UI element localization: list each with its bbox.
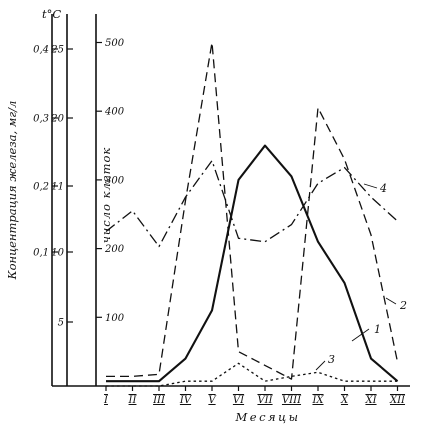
cells-tick-label: 400	[104, 107, 125, 118]
cells-tick-label: 500	[105, 38, 125, 49]
cells-axis-title: число клеток	[99, 147, 113, 244]
cells-tick-label: 200	[104, 244, 125, 255]
x-tick-label: II	[128, 395, 138, 406]
series-line-4	[105, 160, 398, 248]
temp-tick-label: 25	[50, 45, 64, 56]
x-tick-label: VIII	[282, 395, 302, 406]
series-group	[105, 41, 399, 387]
x-tick-label: X	[340, 395, 349, 406]
series-leader-1	[351, 328, 370, 342]
x-tick-label: I	[103, 395, 109, 406]
x-tick-label: VII	[257, 395, 273, 406]
series-line-1	[106, 144, 399, 383]
x-axis-title: Месяцы	[234, 410, 300, 424]
iron-tick-label: 0,2	[33, 182, 49, 193]
x-tick-label: IV	[179, 395, 193, 406]
labels-group: 1 2 3 4	[315, 182, 407, 371]
x-tick-label: XI	[364, 395, 377, 406]
series-leader-2	[385, 297, 397, 305]
series-label-4: 4	[379, 182, 387, 195]
x-tick-label: III	[152, 395, 166, 406]
series-line-2	[106, 41, 399, 380]
cells-tick-label: 100	[105, 313, 125, 324]
series-label-2: 2	[399, 299, 407, 312]
x-tick-label: IX	[311, 395, 324, 406]
temp-tick-label: 11	[51, 182, 64, 193]
x-tick-label: V	[208, 395, 217, 406]
iron-tick-label: 0,4	[33, 45, 49, 56]
series-label-3: 3	[328, 353, 335, 366]
series-leader-3	[315, 360, 326, 371]
temp-tick-label: 20	[50, 114, 64, 125]
iron-tick-label: 0,3	[33, 114, 49, 125]
temp-axis-title: t°C	[42, 7, 61, 21]
temp-tick-label: 5	[58, 318, 64, 329]
temp-tick-label: 10	[51, 248, 64, 259]
series-label-1: 1	[374, 323, 381, 336]
iron-axis-title: Концентрация железа, мг/л	[5, 101, 19, 281]
series-line-3	[106, 362, 398, 387]
axes-group: 0,1 0,2 0,3 0,4 5 10 11 20 25 100 200 300 400 500 t°C К…	[5, 7, 410, 424]
x-tick-label: XII	[389, 395, 406, 406]
iron-tick-label: 0,1	[33, 248, 49, 259]
cells-tick-label: 300	[105, 175, 125, 186]
series-leader-4	[363, 183, 378, 189]
x-tick-label: VI	[233, 395, 245, 406]
